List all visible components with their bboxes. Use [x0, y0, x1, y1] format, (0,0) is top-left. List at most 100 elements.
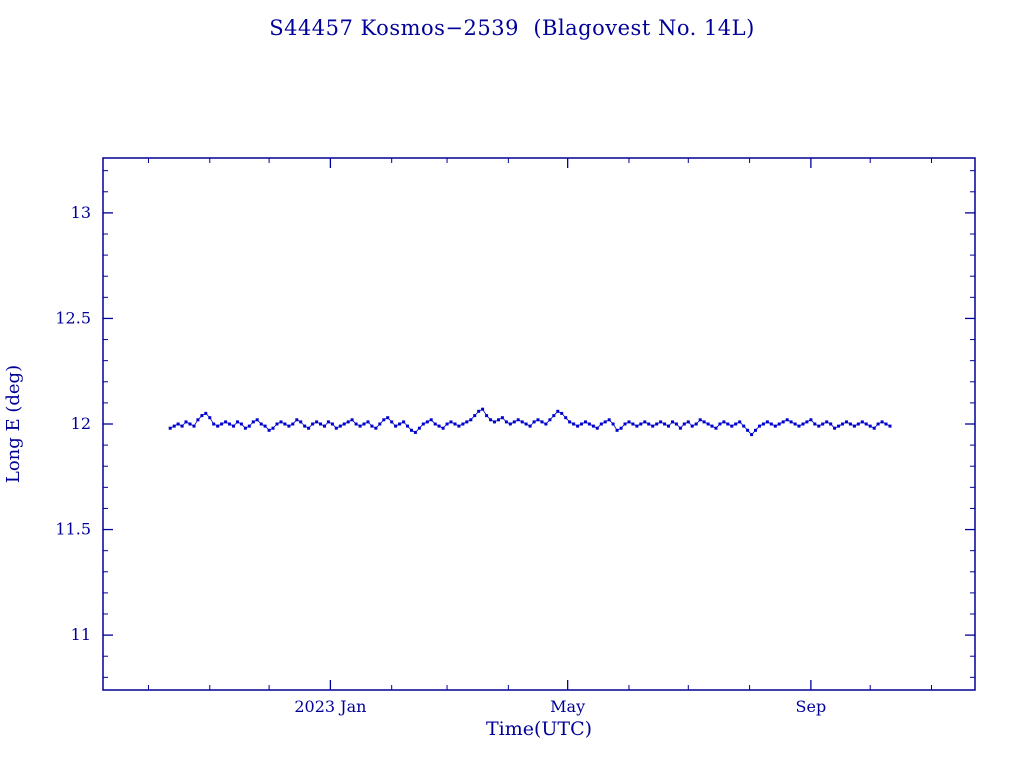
- data-point: [706, 422, 710, 426]
- data-point: [738, 420, 742, 424]
- data-point: [734, 422, 738, 426]
- data-point: [319, 422, 322, 426]
- data-point: [453, 422, 457, 426]
- data-point: [275, 422, 279, 426]
- data-point: [769, 422, 773, 426]
- data-point: [603, 420, 607, 424]
- data-point: [362, 422, 366, 426]
- data-point: [710, 424, 714, 428]
- data-point: [607, 418, 611, 422]
- data-point: [461, 422, 465, 426]
- data-point: [761, 422, 765, 426]
- data-point: [410, 428, 413, 432]
- data-point: [216, 424, 220, 428]
- data-point: [694, 422, 698, 426]
- chart-title: S44457 Kosmos−2539 (Blagovest No. 14L): [269, 16, 755, 40]
- data-point: [872, 426, 876, 430]
- data-point: [433, 422, 437, 426]
- data-point: [220, 422, 224, 426]
- data-point: [845, 420, 848, 424]
- data-point: [860, 420, 864, 424]
- data-point: [536, 418, 540, 422]
- data-point: [797, 424, 801, 428]
- data-point: [469, 418, 473, 422]
- data-point: [338, 424, 342, 428]
- data-point: [449, 420, 453, 424]
- data-point: [524, 422, 528, 426]
- data-point: [271, 426, 275, 430]
- data-point: [295, 418, 299, 422]
- data-point: [817, 424, 821, 428]
- data-point: [346, 420, 350, 424]
- data-point: [259, 422, 263, 426]
- data-point: [758, 424, 761, 428]
- data-point: [512, 420, 516, 424]
- data-point: [417, 426, 421, 430]
- data-point: [599, 422, 603, 426]
- data-point: [702, 420, 706, 424]
- data-point: [821, 422, 825, 426]
- data-point: [493, 420, 496, 424]
- data-point: [682, 422, 686, 426]
- data-point: [326, 420, 330, 424]
- data-point: [868, 424, 872, 428]
- data-point: [485, 414, 489, 418]
- data-point: [366, 420, 370, 424]
- data-point: [311, 422, 315, 426]
- data-point: [552, 414, 556, 418]
- x-tick-label: Sep: [796, 697, 827, 716]
- data-point: [168, 426, 172, 430]
- data-point: [473, 414, 477, 418]
- data-point: [445, 422, 449, 426]
- data-point: [611, 422, 615, 426]
- data-point: [421, 422, 425, 426]
- data-point: [726, 422, 730, 426]
- data-point: [398, 422, 402, 426]
- data-point: [595, 426, 599, 430]
- data-point: [698, 418, 702, 422]
- data-point: [279, 420, 283, 424]
- data-point: [291, 422, 295, 426]
- data-point: [829, 422, 833, 426]
- data-point: [793, 422, 797, 426]
- x-tick-label: May: [550, 697, 585, 716]
- data-point: [528, 424, 532, 428]
- data-point: [354, 422, 358, 426]
- data-point: [497, 418, 500, 422]
- data-point: [299, 420, 303, 424]
- data-point: [267, 428, 271, 432]
- data-point: [801, 422, 805, 426]
- data-point: [477, 409, 481, 413]
- data-point: [342, 422, 346, 426]
- data-point: [255, 418, 259, 422]
- data-point: [746, 428, 750, 432]
- data-point: [263, 424, 267, 428]
- data-point: [572, 422, 576, 426]
- data-point: [239, 422, 243, 426]
- data-point: [406, 424, 409, 428]
- data-point: [370, 424, 374, 428]
- data-point: [674, 422, 678, 426]
- data-point: [330, 422, 334, 426]
- data-point: [303, 424, 307, 428]
- data-point: [686, 420, 690, 424]
- data-point: [544, 422, 548, 426]
- x-tick-label: 2023 Jan: [294, 697, 366, 716]
- data-point: [809, 418, 813, 422]
- data-point: [876, 422, 880, 426]
- data-point: [584, 420, 587, 424]
- data-point: [568, 420, 572, 424]
- data-point: [520, 420, 524, 424]
- data-point: [813, 422, 817, 426]
- data-point: [516, 418, 520, 422]
- data-point: [489, 418, 493, 422]
- data-point: [532, 420, 536, 424]
- y-tick-label: 12: [71, 414, 91, 433]
- data-point: [429, 418, 433, 422]
- data-point: [576, 424, 580, 428]
- data-point: [204, 411, 208, 415]
- data-point: [841, 422, 844, 426]
- data-point: [718, 422, 722, 426]
- data-point: [781, 420, 785, 424]
